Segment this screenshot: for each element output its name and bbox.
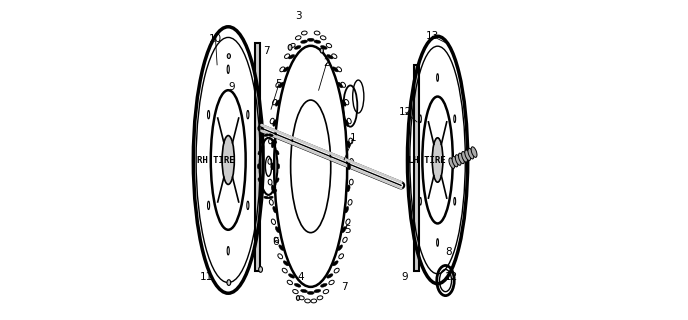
Ellipse shape (208, 110, 210, 119)
Ellipse shape (465, 150, 471, 161)
Ellipse shape (314, 289, 321, 293)
Ellipse shape (462, 152, 467, 162)
Ellipse shape (272, 140, 277, 143)
Ellipse shape (276, 178, 279, 183)
Ellipse shape (449, 158, 455, 168)
Text: 7: 7 (341, 282, 347, 292)
Ellipse shape (338, 82, 343, 88)
Ellipse shape (283, 67, 289, 72)
Text: 12: 12 (445, 272, 458, 282)
Ellipse shape (342, 227, 346, 233)
Text: LH TIRE: LH TIRE (408, 156, 446, 164)
Ellipse shape (437, 74, 438, 81)
Ellipse shape (301, 40, 308, 44)
Ellipse shape (332, 67, 338, 72)
Ellipse shape (264, 134, 269, 137)
Text: 1: 1 (350, 133, 357, 143)
Text: 12: 12 (399, 108, 413, 117)
Ellipse shape (271, 185, 275, 192)
Ellipse shape (327, 54, 333, 59)
Ellipse shape (301, 289, 308, 293)
Ellipse shape (272, 120, 277, 126)
Text: 8: 8 (445, 247, 452, 257)
Ellipse shape (208, 201, 210, 210)
Ellipse shape (227, 280, 230, 285)
Ellipse shape (271, 163, 274, 170)
Text: 4: 4 (298, 272, 305, 282)
Ellipse shape (247, 201, 249, 210)
Ellipse shape (272, 189, 277, 193)
Ellipse shape (321, 45, 327, 49)
Ellipse shape (271, 141, 275, 148)
Ellipse shape (257, 164, 260, 169)
Text: 7: 7 (263, 45, 270, 56)
Ellipse shape (432, 138, 443, 182)
Ellipse shape (222, 136, 235, 184)
Ellipse shape (268, 196, 273, 199)
Ellipse shape (327, 274, 333, 278)
Ellipse shape (314, 40, 321, 44)
Ellipse shape (332, 261, 338, 266)
Text: 5: 5 (344, 225, 350, 235)
Ellipse shape (268, 134, 273, 137)
Ellipse shape (288, 54, 294, 59)
Ellipse shape (275, 227, 280, 233)
Ellipse shape (342, 100, 346, 106)
Ellipse shape (345, 206, 349, 213)
Ellipse shape (420, 197, 421, 205)
Ellipse shape (283, 261, 289, 266)
Ellipse shape (321, 284, 327, 287)
Ellipse shape (260, 189, 264, 193)
Ellipse shape (259, 267, 263, 272)
Ellipse shape (227, 65, 229, 74)
Ellipse shape (437, 239, 438, 246)
Ellipse shape (294, 284, 301, 287)
Ellipse shape (279, 82, 284, 88)
Ellipse shape (297, 296, 299, 300)
Text: 11: 11 (200, 272, 213, 282)
FancyBboxPatch shape (255, 43, 260, 271)
Ellipse shape (227, 246, 229, 255)
Ellipse shape (288, 274, 294, 278)
Text: 5: 5 (276, 79, 282, 89)
Ellipse shape (452, 156, 458, 167)
Ellipse shape (276, 150, 279, 155)
Text: 9: 9 (228, 82, 235, 92)
Ellipse shape (347, 163, 351, 170)
Ellipse shape (260, 140, 264, 143)
Ellipse shape (347, 141, 350, 148)
Text: 2: 2 (323, 58, 330, 68)
Ellipse shape (420, 115, 421, 123)
Ellipse shape (247, 110, 249, 119)
Ellipse shape (471, 147, 477, 157)
Ellipse shape (454, 115, 455, 123)
Ellipse shape (468, 148, 474, 159)
Ellipse shape (264, 196, 269, 199)
Ellipse shape (345, 120, 349, 126)
Ellipse shape (279, 245, 284, 251)
Ellipse shape (277, 164, 280, 169)
Ellipse shape (347, 185, 350, 192)
Text: 10: 10 (209, 35, 222, 44)
Ellipse shape (458, 153, 464, 164)
Ellipse shape (338, 245, 343, 251)
FancyBboxPatch shape (413, 65, 420, 271)
Ellipse shape (258, 178, 261, 183)
Text: 13: 13 (426, 31, 440, 41)
Ellipse shape (308, 291, 314, 294)
Ellipse shape (272, 206, 277, 213)
Ellipse shape (294, 45, 301, 49)
Ellipse shape (455, 155, 461, 165)
Ellipse shape (308, 38, 314, 41)
Text: 3: 3 (294, 11, 301, 21)
Text: RH TIRE: RH TIRE (197, 156, 235, 164)
Ellipse shape (288, 44, 292, 50)
Ellipse shape (275, 100, 280, 106)
Ellipse shape (258, 150, 261, 155)
Text: 6: 6 (272, 237, 279, 247)
Ellipse shape (454, 197, 455, 205)
Ellipse shape (320, 48, 323, 53)
Text: 9: 9 (401, 272, 407, 282)
Ellipse shape (227, 54, 230, 59)
